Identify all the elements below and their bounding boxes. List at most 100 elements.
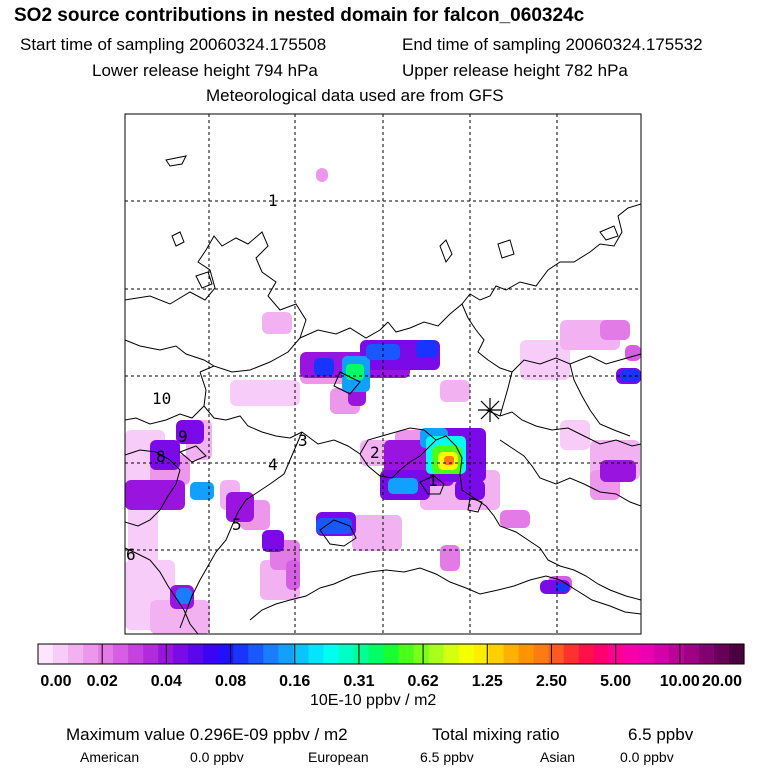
region-american-value: 0.0 ppbv	[190, 749, 244, 765]
plume-cell	[352, 515, 402, 551]
plume-cell	[440, 380, 470, 402]
contour-label: 3	[298, 431, 308, 450]
sampling-end-time: End time of sampling 20060324.175532	[402, 35, 703, 54]
colorbar-swatch	[293, 644, 309, 664]
colorbar-tick-label: 0.16	[279, 673, 310, 690]
plume-cell	[150, 600, 210, 634]
contour-label: 2	[370, 443, 380, 462]
plume-cell	[176, 588, 192, 604]
contour-label: 1	[428, 471, 438, 490]
plume-cell	[286, 560, 300, 590]
colorbar-swatch	[683, 644, 700, 664]
plume-cell	[455, 480, 485, 500]
chart-title: SO2 source contributions in nested domai…	[14, 5, 585, 26]
total-mixing-ratio-label: Total mixing ratio	[432, 725, 560, 744]
colorbar-tick-label: 1.25	[472, 673, 503, 690]
colorbar-tick-label: 2.50	[536, 673, 567, 690]
colorbar-frame	[37, 643, 745, 665]
colorbar-tick-label: 0.08	[215, 673, 246, 690]
contour-label: 6	[126, 545, 136, 564]
colorbar-swatch	[638, 644, 655, 664]
colorbar-tick-label: 0.02	[87, 673, 118, 690]
plume-cell	[314, 358, 334, 376]
colorbar-swatch	[113, 644, 129, 664]
colorbar-swatch	[668, 644, 685, 664]
colorbar-tick-label: 10.00	[660, 673, 700, 690]
plume-core	[444, 456, 454, 465]
colorbar-units: 10E-10 ppbv / m2	[310, 692, 437, 709]
total-mixing-ratio-value: 6.5 ppbv	[628, 725, 694, 744]
colorbar-swatch	[503, 644, 520, 664]
colorbar-tick-label: 5.00	[600, 673, 631, 690]
colorbar-swatch	[218, 644, 234, 664]
colorbar-tick-label: 0.04	[151, 673, 182, 690]
colorbar-swatch	[713, 644, 730, 664]
colorbar-swatch	[653, 644, 670, 664]
contour-label: 5	[232, 515, 242, 534]
colorbar-swatch	[398, 644, 415, 664]
sampling-start-time: Start time of sampling 20060324.175508	[20, 35, 327, 54]
colorbar-swatch	[578, 644, 595, 664]
colorbar-swatch	[698, 644, 715, 664]
coastlines	[125, 155, 641, 634]
colorbar-swatch	[623, 644, 640, 664]
colorbar-swatch	[188, 644, 204, 664]
colorbar-swatch	[353, 644, 370, 664]
colorbar-swatch	[368, 644, 385, 664]
plume-cell	[366, 344, 400, 360]
maximum-value: Maximum value 0.296E-09 ppbv / m2	[66, 725, 348, 744]
contour-label: 1	[268, 191, 278, 210]
colorbar-swatch	[53, 644, 69, 664]
colorbar-swatch	[173, 644, 189, 664]
plot-frame	[124, 113, 642, 635]
contour-label: 9	[178, 427, 188, 446]
colorbar-tick-label: 0.62	[408, 673, 439, 690]
plume-cell	[346, 364, 364, 380]
plume-cell	[600, 320, 630, 340]
plume-cell	[625, 345, 641, 361]
colorbar-swatch	[203, 644, 219, 664]
colorbar-swatch	[458, 644, 475, 664]
plume-cell	[440, 545, 460, 571]
colorbar-swatch	[428, 644, 445, 664]
region-european-name: European	[308, 749, 369, 765]
contour-label: 4	[268, 455, 278, 474]
colorbar-swatch	[248, 644, 264, 664]
colorbar-swatch	[278, 644, 294, 664]
plume-cell	[600, 460, 636, 482]
colorbar-swatch	[548, 644, 565, 664]
colorbar-swatch	[533, 644, 550, 664]
region-asian-name: Asian	[540, 749, 576, 765]
colorbar-swatch	[728, 644, 745, 664]
region-american-name: American	[80, 749, 140, 765]
plume-cell	[262, 530, 284, 552]
plume-cell	[125, 480, 185, 510]
plume-cell	[190, 482, 214, 500]
colorbar-swatch	[98, 644, 114, 664]
colorbar-tick-label: 0.00	[40, 673, 71, 690]
colorbar-swatch	[143, 644, 159, 664]
colorbar-swatch	[413, 644, 430, 664]
colorbar-swatch	[323, 644, 340, 664]
colorbar-tick-label: 20.00	[702, 673, 742, 690]
colorbar-swatch	[443, 644, 460, 664]
plume-cell	[316, 168, 328, 182]
region-european-value: 6.5 ppbv	[420, 749, 474, 765]
colorbar-swatch	[38, 644, 54, 664]
colorbar-swatch	[383, 644, 400, 664]
concentration-field	[125, 168, 641, 634]
plume-cell	[388, 478, 418, 494]
plume-cell	[500, 510, 530, 528]
region-asian-value: 0.0 ppbv	[620, 749, 674, 765]
lower-release-height: Lower release height 794 hPa	[92, 61, 318, 80]
colorbar: 0.00 0.02 0.04 0.08 0.16 0.31 0.62 1.25 2.50 5.00…	[37, 643, 745, 690]
source-asterisk-marker	[478, 398, 502, 422]
plume-cell	[316, 518, 352, 534]
contour-label: 10	[152, 389, 171, 408]
upper-release-height: Upper release height 782 hPa	[402, 61, 628, 80]
colorbar-swatch	[128, 644, 144, 664]
colorbar-swatch	[233, 644, 249, 664]
colorbar-swatch	[518, 644, 535, 664]
colorbar-swatch	[338, 644, 355, 664]
